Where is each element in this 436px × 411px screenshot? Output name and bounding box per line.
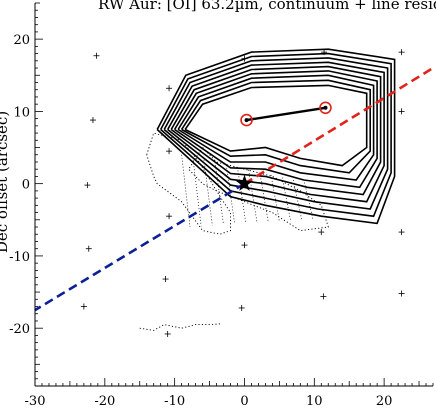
pointing-mark-11 — [241, 242, 248, 249]
solid-contour-3 — [173, 70, 378, 189]
plot-area — [34, 48, 434, 337]
pointing-mark-2 — [84, 182, 91, 189]
peak-circle-0 — [240, 113, 253, 127]
pointing-mark-group — [80, 49, 405, 337]
pointing-mark-15 — [320, 293, 327, 300]
red-jet-line — [243, 66, 434, 185]
peak-dot-1 — [323, 105, 328, 110]
pointing-mark-4 — [80, 303, 87, 310]
dotted-hatch-10 — [293, 179, 303, 220]
pointing-mark-5 — [166, 85, 173, 92]
blue-jet-line — [34, 182, 246, 312]
peak-dot-0 — [244, 118, 249, 123]
pointing-mark-1 — [89, 117, 96, 124]
x-tick-label: -10 — [164, 394, 185, 409]
dotted-contour-group — [139, 132, 329, 331]
solid-contour-7 — [159, 52, 392, 218]
solid-contour-8 — [156, 48, 396, 225]
x-tick-label: 10 — [306, 394, 323, 409]
pointing-mark-18 — [398, 229, 405, 236]
star-group — [235, 174, 253, 191]
x-tick-label: 0 — [240, 394, 248, 409]
dotted-hatch-1 — [192, 157, 202, 227]
dotted-hatch-9 — [281, 177, 291, 221]
solid-contour-2 — [177, 74, 375, 181]
x-tick-label: 20 — [376, 394, 393, 409]
y-tick-label: -20 — [9, 322, 30, 337]
solid-contour-1 — [180, 79, 372, 174]
dotted-hatch-5 — [237, 167, 247, 224]
dotted-hatch-0 — [181, 154, 191, 228]
solid-contour-5 — [167, 61, 385, 203]
peak-connector-line — [246, 106, 326, 122]
star-marker — [235, 174, 253, 191]
dotted-hatch-2 — [203, 159, 213, 226]
pointing-mark-12 — [238, 304, 245, 311]
solid-contour-4 — [170, 65, 382, 196]
peak-group — [240, 101, 332, 127]
x-tick-label: -20 — [94, 394, 115, 409]
y-tick-label: 10 — [13, 105, 30, 120]
pointing-mark-0 — [93, 52, 100, 59]
pointing-mark-8 — [162, 276, 169, 283]
peak-circle-1 — [319, 101, 332, 115]
pointing-mark-3 — [85, 245, 92, 252]
dotted-contour-2 — [139, 323, 221, 331]
x-tick-label: -30 — [25, 394, 46, 409]
pointing-mark-17 — [398, 108, 405, 115]
pointing-mark-7 — [166, 213, 173, 220]
pointing-mark-13 — [321, 49, 328, 56]
pointing-mark-6 — [166, 148, 173, 155]
y-tick-label: -10 — [9, 250, 30, 265]
axes-group: -30 -20 -10 0 10 20 -20 -10 0 10 20 — [9, 2, 434, 409]
solid-contour-6 — [163, 57, 389, 210]
y-tick-label: 20 — [13, 33, 30, 48]
pointing-mark-16 — [398, 49, 405, 56]
chart-title: RW Aur: [OI] 63.2µm, continuum + line re… — [98, 0, 436, 13]
y-axis-label: Dec offset (arcsec) — [0, 111, 11, 253]
dotted-hatch-4 — [225, 164, 236, 225]
dotted-hatch-8 — [270, 174, 280, 222]
pointing-mark-10 — [241, 55, 248, 62]
jet-axis-group — [34, 66, 434, 312]
solid-contour-group — [156, 48, 396, 225]
pointing-mark-14 — [318, 229, 325, 236]
solid-contour-0 — [184, 84, 368, 167]
pointing-mark-19 — [398, 290, 405, 297]
pointing-mark-9 — [164, 330, 171, 337]
y-tick-label: 0 — [22, 178, 30, 193]
